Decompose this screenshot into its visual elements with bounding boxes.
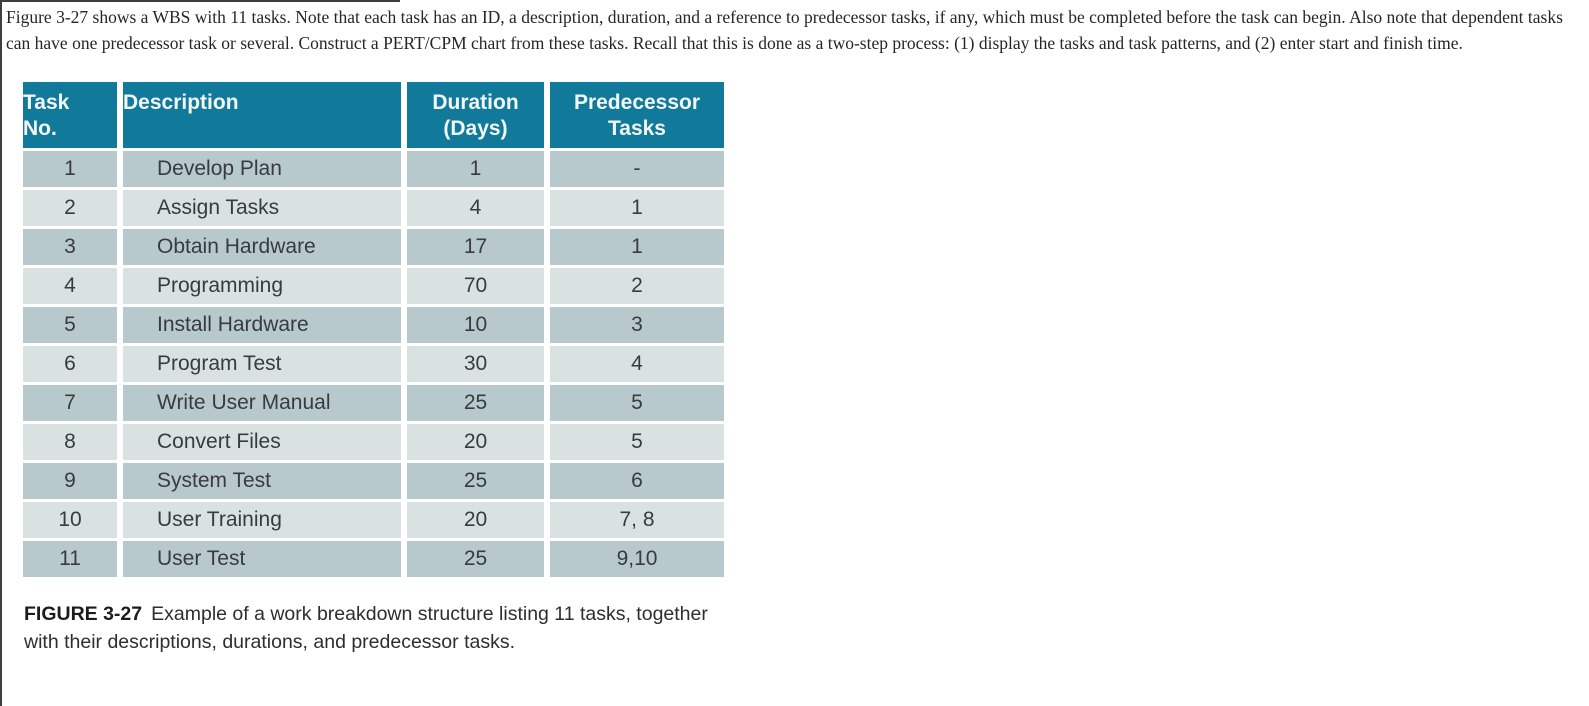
column-header-description: Description xyxy=(123,82,407,151)
cell-duration: 4 xyxy=(407,190,550,229)
cell-duration: 20 xyxy=(407,502,550,541)
cell-predecessors: 5 xyxy=(550,424,724,463)
cell-task-no: 4 xyxy=(23,268,123,307)
cell-task-no: 11 xyxy=(23,541,123,580)
table-row: 5 Install Hardware 10 3 xyxy=(23,307,724,346)
column-header-predecessor: Predecessor Tasks xyxy=(550,82,724,151)
table-row: 11 User Test 25 9,10 xyxy=(23,541,724,580)
cell-predecessors: 7, 8 xyxy=(550,502,724,541)
cell-duration: 70 xyxy=(407,268,550,307)
cell-task-no: 2 xyxy=(23,190,123,229)
cell-task-no: 1 xyxy=(23,151,123,190)
table-row: 7 Write User Manual 25 5 xyxy=(23,385,724,424)
cell-description: Obtain Hardware xyxy=(123,229,407,268)
cell-description: User Test xyxy=(123,541,407,580)
table-header-row: Task No. Description Duration (Days) Pre… xyxy=(23,82,724,151)
cell-predecessors: 1 xyxy=(550,229,724,268)
cell-duration: 20 xyxy=(407,424,550,463)
cell-description: Install Hardware xyxy=(123,307,407,346)
header-text: Predecessor xyxy=(573,91,701,114)
cell-predecessors: 9,10 xyxy=(550,541,724,580)
column-header-task-no: Task No. xyxy=(23,82,123,151)
table-row: 1 Develop Plan 1 - xyxy=(23,151,724,190)
cell-predecessors: 6 xyxy=(550,463,724,502)
cell-duration: 10 xyxy=(407,307,550,346)
cell-predecessors: 4 xyxy=(550,346,724,385)
table-row: 10 User Training 20 7, 8 xyxy=(23,502,724,541)
table-row: 6 Program Test 30 4 xyxy=(23,346,724,385)
intro-paragraph: Figure 3-27 shows a WBS with 11 tasks. N… xyxy=(6,7,1563,53)
cell-duration: 1 xyxy=(407,151,550,190)
cell-description: User Training xyxy=(123,502,407,541)
table-row: 8 Convert Files 20 5 xyxy=(23,424,724,463)
cell-description: Program Test xyxy=(123,346,407,385)
wbs-task-table: Task No. Description Duration (Days) Pre… xyxy=(23,82,724,580)
cell-predecessors: 1 xyxy=(550,190,724,229)
table-row: 4 Programming 70 2 xyxy=(23,268,724,307)
cell-task-no: 8 xyxy=(23,424,123,463)
table-row: 3 Obtain Hardware 17 1 xyxy=(23,229,724,268)
page-top-border xyxy=(0,0,400,2)
cell-duration: 25 xyxy=(407,463,550,502)
cell-task-no: 6 xyxy=(23,346,123,385)
header-text: Tasks xyxy=(608,117,666,140)
cell-task-no: 3 xyxy=(23,229,123,268)
cell-task-no: 9 xyxy=(23,463,123,502)
cell-description: Develop Plan xyxy=(123,151,407,190)
cell-duration: 25 xyxy=(407,541,550,580)
column-header-duration: Duration (Days) xyxy=(407,82,550,151)
cell-duration: 25 xyxy=(407,385,550,424)
cell-description: System Test xyxy=(123,463,407,502)
cell-predecessors: 5 xyxy=(550,385,724,424)
page-left-border xyxy=(0,0,2,706)
cell-duration: 17 xyxy=(407,229,550,268)
header-text: Duration xyxy=(432,91,519,114)
cell-task-no: 5 xyxy=(23,307,123,346)
figure-caption: FIGURE 3-27 Example of a work breakdown s… xyxy=(24,601,726,656)
cell-predecessors: - xyxy=(550,151,724,190)
figure-caption-label: FIGURE 3-27 xyxy=(24,603,143,625)
header-text: No. xyxy=(23,117,57,140)
header-text: Description xyxy=(123,91,239,114)
cell-predecessors: 3 xyxy=(550,307,724,346)
figure-caption-text: Example of a work breakdown structure li… xyxy=(24,603,708,653)
cell-duration: 30 xyxy=(407,346,550,385)
cell-description: Assign Tasks xyxy=(123,190,407,229)
header-text: (Days) xyxy=(443,117,508,140)
cell-task-no: 7 xyxy=(23,385,123,424)
table-row: 2 Assign Tasks 4 1 xyxy=(23,190,724,229)
cell-description: Programming xyxy=(123,268,407,307)
cell-description: Write User Manual xyxy=(123,385,407,424)
header-text: Task xyxy=(23,91,70,114)
table-row: 9 System Test 25 6 xyxy=(23,463,724,502)
cell-description: Convert Files xyxy=(123,424,407,463)
cell-predecessors: 2 xyxy=(550,268,724,307)
cell-task-no: 10 xyxy=(23,502,123,541)
